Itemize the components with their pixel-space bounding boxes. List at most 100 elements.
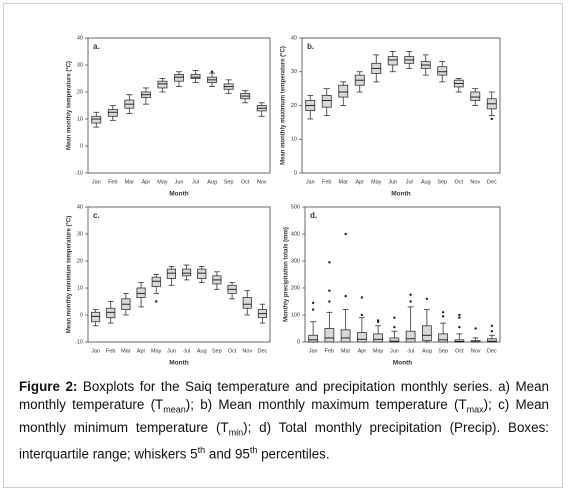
box	[324, 328, 335, 343]
panel-label: b.	[307, 42, 314, 51]
x-tick-label: Mar	[121, 348, 131, 354]
box	[389, 337, 400, 343]
x-tick-label: Jan	[309, 348, 318, 354]
x-axis-title: Month	[393, 360, 413, 367]
x-tick-label: Dec	[487, 179, 497, 185]
x-tick-label: Sep	[437, 179, 447, 185]
caption-text: and 95	[205, 446, 250, 462]
outlier	[409, 293, 412, 296]
x-tick-label: Oct	[454, 179, 463, 185]
x-tick-label: Nov	[257, 179, 267, 185]
x-tick-label: Aug	[421, 179, 431, 185]
box	[387, 56, 398, 66]
outlier	[311, 301, 315, 305]
y-tick-label: 500	[291, 204, 300, 210]
charts: -10 0 10 20 30 40 a. Month Mean monthly temperat…	[67, 35, 501, 367]
box	[157, 80, 168, 89]
box	[338, 84, 349, 98]
caption-text: ); b) Mean monthly maximum temperature (…	[185, 396, 467, 412]
x-tick-label: Jun	[175, 179, 184, 185]
x-tick-label: Mar	[125, 179, 135, 185]
outlier	[441, 311, 445, 314]
x-tick-label: Apr	[355, 179, 364, 185]
x-tick-label: Aug	[207, 179, 217, 185]
outlier	[360, 296, 364, 299]
y-tick-label: 0	[297, 339, 300, 345]
caption-text: percentiles.	[257, 446, 330, 462]
outlier	[458, 316, 461, 319]
y-axis-title: Mean monthly temperature (°C)	[67, 61, 73, 150]
x-tick-label: Sep	[212, 348, 222, 354]
box	[454, 339, 465, 343]
x-axis-title: Month	[169, 360, 189, 367]
plot-area	[87, 37, 271, 174]
box	[373, 333, 383, 343]
x-tick-label: Apr	[142, 179, 151, 185]
caption-text: Boxplots for the Saiq temperature and pr…	[19, 379, 550, 412]
y-tick-label: 30	[291, 69, 297, 75]
box	[182, 268, 192, 277]
x-tick-label: Nov	[242, 348, 252, 354]
y-tick-label: 40	[77, 204, 83, 210]
x-tick-label: Jul	[407, 348, 414, 354]
x-tick-label: Sep	[438, 348, 448, 354]
y-tick-label: 0	[294, 170, 297, 176]
outlier	[490, 330, 494, 333]
box	[190, 74, 201, 79]
x-tick-label: May	[151, 348, 162, 354]
x-axis-title: Month	[169, 191, 189, 198]
outlier	[360, 313, 364, 317]
caption-label: Figure 2:	[19, 379, 78, 394]
panel-label: c.	[93, 211, 100, 220]
outlier	[490, 324, 494, 327]
y-tick-label: 30	[77, 62, 83, 68]
caption-text: min	[228, 427, 244, 438]
y-tick-label: -10	[75, 339, 83, 345]
box	[308, 334, 318, 343]
outlier	[490, 117, 493, 121]
x-tick-label: Jul	[406, 179, 413, 185]
box	[197, 268, 207, 279]
x-tick-label: Feb	[325, 348, 334, 354]
y-tick-label: 0	[80, 312, 83, 318]
x-tick-label: Sep	[224, 179, 234, 185]
box	[321, 94, 332, 108]
y-axis-title: Monthly precipitation totals (mm)	[284, 227, 290, 322]
y-tick-label: 20	[77, 89, 83, 95]
box	[91, 115, 102, 124]
y-tick-label: 400	[291, 231, 300, 237]
panel-label: a.	[93, 42, 100, 51]
x-tick-label: Oct	[455, 348, 464, 354]
y-tick-label: 200	[291, 285, 300, 291]
plot-area	[301, 37, 501, 174]
x-tick-label: Oct	[241, 179, 250, 185]
panel-label: d.	[310, 211, 317, 220]
box	[91, 311, 101, 323]
caption-text: mean	[163, 404, 186, 415]
x-tick-label: Feb	[108, 179, 117, 185]
box	[470, 91, 481, 101]
box	[405, 330, 416, 343]
outlier	[311, 308, 315, 311]
x-tick-label: Jun	[390, 348, 399, 354]
box	[151, 276, 161, 288]
box	[136, 287, 146, 298]
box	[242, 297, 252, 309]
outlier	[393, 316, 396, 319]
caption-text: th	[249, 444, 258, 455]
x-tick-label: Apr	[358, 348, 367, 354]
x-tick-label: Jul	[183, 348, 190, 354]
outlier	[393, 325, 396, 329]
x-tick-label: Jan	[306, 179, 315, 185]
caption-text: th	[197, 444, 206, 455]
x-tick-label: Apr	[137, 348, 146, 354]
x-tick-label: Jun	[167, 348, 176, 354]
x-axis-title: Month	[391, 191, 411, 198]
x-tick-label: Feb	[106, 348, 115, 354]
y-tick-label: 20	[291, 103, 297, 109]
y-tick-label: -10	[75, 170, 83, 176]
box	[422, 325, 432, 342]
outlier	[474, 327, 477, 330]
box	[487, 338, 497, 343]
x-tick-label: Mar	[341, 348, 351, 354]
